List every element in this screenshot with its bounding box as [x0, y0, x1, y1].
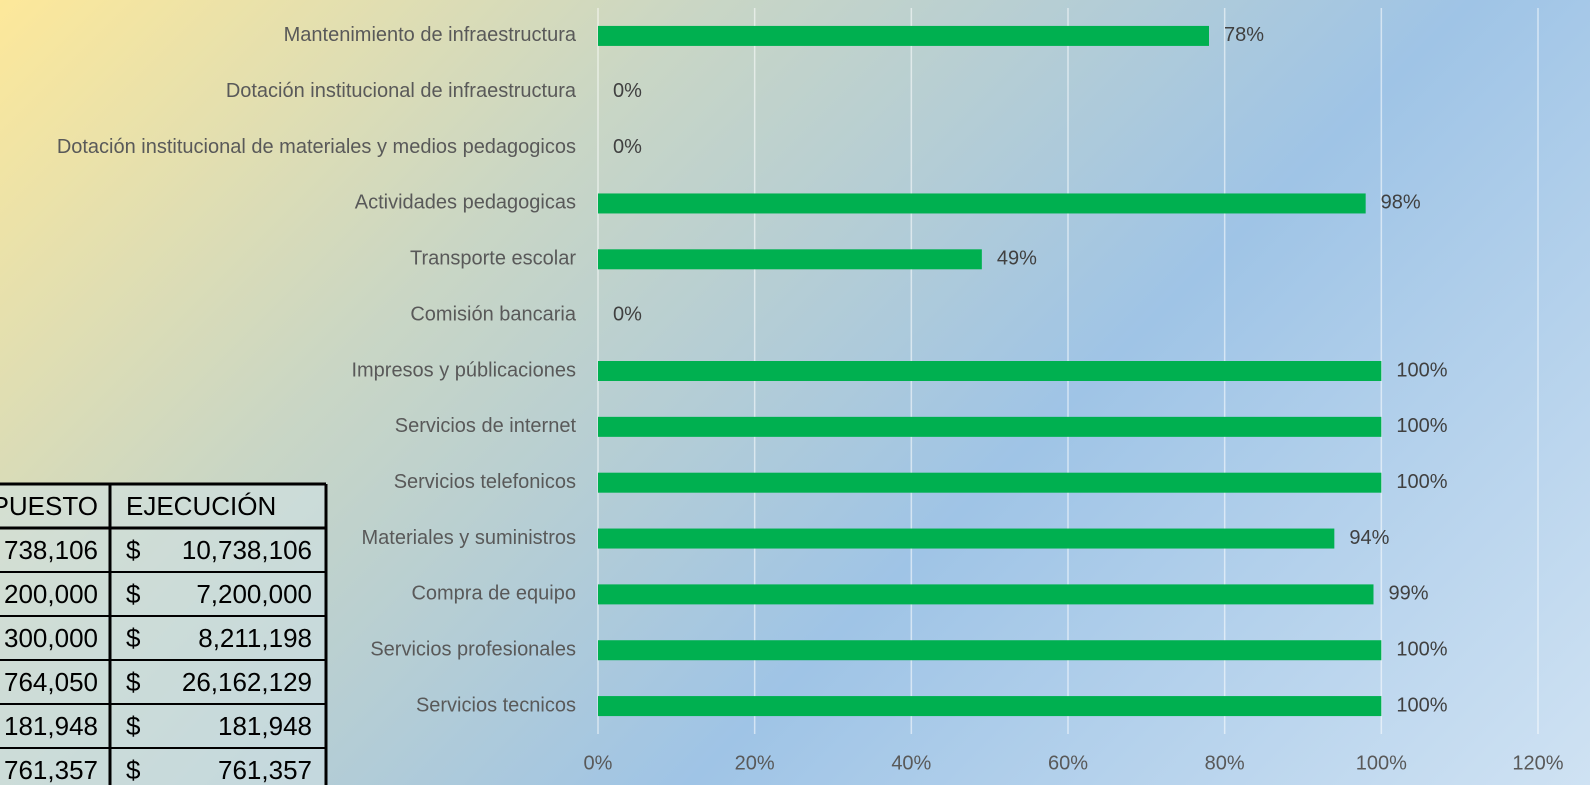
table-cell: 181,948: [218, 711, 312, 741]
x-tick-label: 40%: [891, 752, 931, 774]
bar: [598, 528, 1335, 549]
table-cell: 8,211,198: [198, 623, 312, 653]
x-tick-label: 120%: [1512, 752, 1563, 774]
table-cell: $: [126, 579, 141, 609]
x-tick-label: 20%: [735, 752, 775, 774]
category-label: Mantenimiento de infraestructura: [284, 24, 577, 46]
category-label: Dotación institucional de infraestructur…: [226, 80, 577, 102]
table-cell: 738,106: [4, 535, 98, 565]
bar: [598, 249, 982, 270]
table-cell: $: [126, 623, 141, 653]
category-label: Actividades pedagogicas: [355, 192, 576, 214]
table-cell: 300,000: [4, 623, 98, 653]
table-cell: 181,948: [4, 711, 98, 741]
table-cell: $: [126, 667, 141, 697]
category-label: Materiales y suministros: [361, 527, 576, 549]
table-cell: $: [126, 535, 141, 565]
category-label: Servicios tecnicos: [416, 694, 576, 716]
x-tick-label: 100%: [1356, 752, 1407, 774]
value-label: 0%: [613, 303, 642, 325]
x-tick-label: 0%: [584, 752, 613, 774]
bar: [598, 472, 1382, 493]
value-label: 99%: [1389, 583, 1429, 605]
table-cell: 200,000: [4, 579, 98, 609]
table-bg: [0, 484, 326, 785]
value-label: 100%: [1396, 471, 1447, 493]
bar: [598, 193, 1366, 214]
bar: [598, 25, 1209, 46]
table-cell: $: [126, 711, 141, 741]
value-label: 100%: [1396, 639, 1447, 661]
value-label: 100%: [1396, 415, 1447, 437]
x-tick-label: 80%: [1205, 752, 1245, 774]
value-label: 98%: [1381, 192, 1421, 214]
table-header: PUESTO: [0, 491, 98, 521]
table-header: EJECUCIÓN: [126, 491, 276, 521]
bar: [598, 584, 1374, 605]
table-cell: 764,050: [4, 667, 98, 697]
x-tick-label: 60%: [1048, 752, 1088, 774]
value-label: 100%: [1396, 359, 1447, 381]
category-label: Servicios telefonicos: [394, 471, 576, 493]
value-label: 49%: [997, 248, 1037, 270]
category-label: Transporte escolar: [410, 248, 576, 270]
category-label: Servicios profesionales: [370, 639, 576, 661]
value-label: 94%: [1349, 527, 1389, 549]
table-cell: $: [126, 755, 141, 785]
table-cell: 26,162,129: [182, 667, 312, 697]
table-cell: 7,200,000: [196, 579, 312, 609]
value-label: 78%: [1224, 24, 1264, 46]
bar: [598, 696, 1382, 717]
table-cell: 761,357: [218, 755, 312, 785]
bar: [598, 361, 1382, 381]
bar: [598, 416, 1382, 437]
bar: [598, 640, 1382, 661]
value-label: 0%: [613, 80, 642, 102]
category-label: Impresos y públicaciones: [351, 359, 576, 381]
category-label: Compra de equipo: [411, 583, 576, 605]
table-cell: 761,357: [4, 755, 98, 785]
category-label: Dotación institucional de materiales y m…: [57, 136, 576, 158]
category-label: Comisión bancaria: [410, 303, 577, 325]
category-label: Servicios de internet: [395, 415, 577, 437]
value-label: 0%: [613, 136, 642, 158]
table-cell: 10,738,106: [182, 535, 312, 565]
value-label: 100%: [1396, 694, 1447, 716]
